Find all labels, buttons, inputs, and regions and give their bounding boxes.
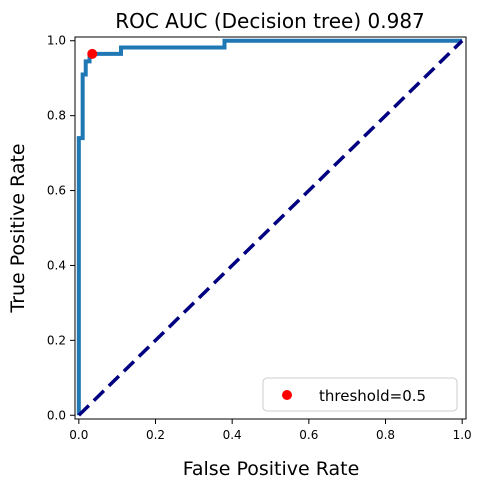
x-axis-label: False Positive Rate	[183, 458, 360, 480]
legend-label: threshold=0.5	[319, 387, 426, 405]
legend: threshold=0.5	[262, 377, 458, 412]
y-tick-label: 0.0	[47, 408, 66, 422]
y-tick-label: 1.0	[47, 34, 66, 48]
x-tick-label: 0.8	[376, 428, 395, 442]
y-axis: 0.0 0.2 0.4 0.6 0.8 1.0	[47, 34, 75, 422]
x-tick-label: 0.6	[299, 428, 318, 442]
y-tick-label: 0.4	[47, 258, 66, 272]
marker-layer	[87, 48, 98, 59]
chance-line	[77, 39, 464, 417]
chart-title: ROC AUC (Decision tree) 0.987	[115, 9, 425, 33]
threshold-marker	[87, 48, 98, 59]
series-layer	[76, 38, 464, 417]
legend-box	[262, 377, 458, 412]
y-axis-label: True Positive Rate	[7, 143, 29, 313]
legend-marker	[282, 390, 292, 400]
y-tick-label: 0.6	[47, 184, 66, 198]
y-tick-label: 0.8	[47, 109, 66, 123]
x-tick-label: 0.0	[69, 428, 88, 442]
x-tick-label: 1.0	[453, 428, 472, 442]
y-tick-label: 0.2	[47, 333, 66, 347]
plot-area	[74, 36, 467, 420]
x-axis: 0.0 0.2 0.4 0.6 0.8 1.0	[69, 419, 472, 442]
x-tick-label: 0.2	[146, 428, 165, 442]
x-tick-label: 0.4	[223, 428, 242, 442]
roc-curve	[76, 38, 463, 416]
